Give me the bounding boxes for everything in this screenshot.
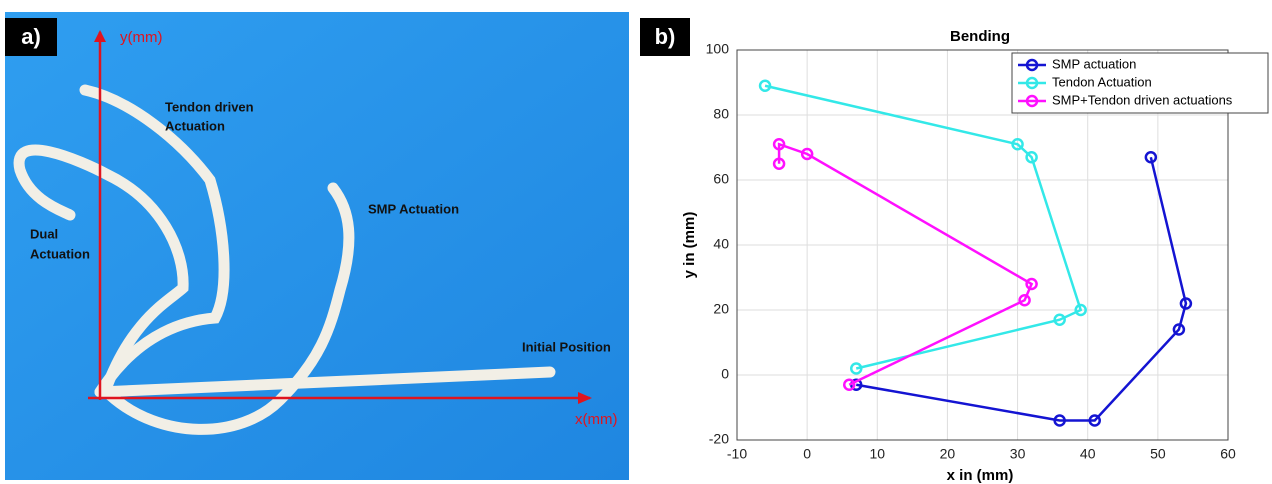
point xyxy=(1088,414,1101,427)
legend-label: SMP+Tendon driven actuations xyxy=(1052,92,1233,107)
series-line xyxy=(777,142,1034,386)
panel-label-box xyxy=(5,18,57,56)
x-tick-label: 50 xyxy=(1150,446,1166,462)
panel-label-box xyxy=(640,18,690,56)
annotation: Tendon driven xyxy=(165,99,254,114)
legend-marker xyxy=(1025,76,1039,90)
legend-marker xyxy=(1025,94,1039,108)
point xyxy=(1074,303,1087,317)
point xyxy=(772,138,786,151)
x-tick-label: 40 xyxy=(1080,446,1096,462)
point xyxy=(849,362,863,375)
red-axes xyxy=(88,32,590,400)
chart-title: Bending xyxy=(950,28,1010,45)
legend-marker xyxy=(1025,58,1039,72)
photo-panel: a) y(mm) x(mm) Tendon driven Actuation S… xyxy=(5,12,629,480)
point xyxy=(1179,297,1193,310)
y-axis-label: y(mm) xyxy=(120,29,162,46)
point xyxy=(800,147,814,161)
x-tick-label: 60 xyxy=(1220,446,1236,462)
legend-label: SMP actuation xyxy=(1052,56,1136,71)
photo-background xyxy=(5,12,629,480)
point xyxy=(1053,414,1066,427)
point xyxy=(1025,277,1038,291)
y-tick-label: 40 xyxy=(713,236,729,252)
x-tick-label: 10 xyxy=(869,446,885,462)
point xyxy=(1025,151,1038,164)
annotation: Dual xyxy=(30,226,58,241)
x-tick-label: 20 xyxy=(940,446,956,462)
legend-label: Tendon Actuation xyxy=(1052,74,1152,89)
point xyxy=(758,79,772,92)
x-axis-title: x in (mm) xyxy=(947,467,1014,484)
series-line xyxy=(856,156,1188,422)
point xyxy=(772,157,786,170)
annotation: SMP Actuation xyxy=(368,201,459,216)
panel-label: b) xyxy=(655,24,676,49)
annotation: Actuation xyxy=(165,118,225,133)
point xyxy=(842,378,856,391)
y-tick-label: 80 xyxy=(713,106,729,122)
y-tick-label: 60 xyxy=(713,171,729,187)
plot-frame xyxy=(736,49,1229,441)
x-tick-label: 0 xyxy=(803,446,811,462)
point xyxy=(1018,294,1031,307)
robot-shapes xyxy=(13,84,556,435)
series-line xyxy=(764,84,1083,370)
point xyxy=(1011,138,1024,151)
legend-box xyxy=(1011,52,1269,114)
panel-label: a) xyxy=(21,24,41,49)
annotation: Actuation xyxy=(30,246,90,261)
point xyxy=(1172,323,1186,336)
y-tick-label: 0 xyxy=(721,366,729,382)
chart-panel: b) Bending x in (mm) y in (mm) xyxy=(640,18,1013,484)
annotation: Initial Position xyxy=(522,339,611,354)
y-tick-label: -20 xyxy=(709,431,729,447)
y-tick-label: 100 xyxy=(706,41,730,57)
y-axis-title: y in (mm) xyxy=(681,212,698,279)
y-tick-label: 20 xyxy=(713,301,729,317)
x-tick-label: 30 xyxy=(1010,446,1026,462)
x-axis-label: x(mm) xyxy=(575,411,617,428)
x-tick-label: -10 xyxy=(727,446,747,462)
point xyxy=(1053,313,1066,326)
point xyxy=(1144,151,1158,164)
